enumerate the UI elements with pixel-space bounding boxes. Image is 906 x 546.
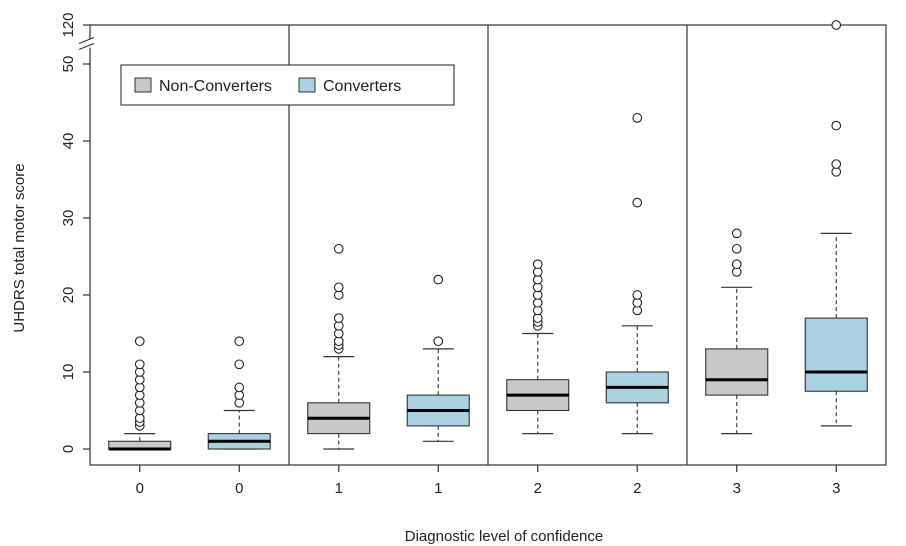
y-tick-label: 120 (60, 12, 77, 37)
x-tick-label: 1 (335, 480, 343, 497)
outlier-point (234, 336, 245, 347)
x-tick-label: 3 (832, 480, 840, 497)
x-tick-label: 2 (633, 480, 641, 497)
outlier-point (134, 359, 145, 370)
outlier-point (234, 382, 245, 393)
iqr-box (705, 348, 769, 396)
box-converters-level-0 (207, 336, 271, 450)
outlier-point (632, 197, 643, 208)
outlier-point (433, 274, 444, 285)
outlier-point (532, 259, 543, 270)
legend-swatch (134, 77, 152, 93)
outlier-point (333, 313, 344, 323)
outlier-point (234, 359, 245, 370)
outlier-point (831, 120, 842, 131)
outlier-point (731, 259, 742, 270)
box-converters-level-1 (406, 274, 470, 442)
y-tick-label: 10 (60, 364, 77, 381)
y-tick-label: 30 (60, 210, 77, 227)
x-tick-label: 3 (733, 480, 741, 497)
box-converters-level-2 (605, 113, 669, 435)
legend: Non-Converters Converters (120, 64, 455, 106)
box-non-converters-level-2 (506, 259, 570, 435)
plot-layer: 0 10 20 30 40 50 120 0 0 1 1 2 2 3 3 (60, 12, 887, 497)
outlier-point (831, 20, 842, 30)
outlier-point (333, 282, 344, 293)
outlier-point (731, 228, 742, 239)
iqr-box (804, 317, 868, 392)
outlier-point (134, 336, 145, 347)
legend-box (120, 64, 455, 106)
outlier-point (731, 243, 742, 254)
outlier-point (433, 336, 444, 347)
outlier-point (632, 113, 643, 123)
axis-break-gap (80, 39, 94, 48)
box-non-converters-level-1 (307, 243, 371, 450)
axis-break-mark (78, 36, 95, 45)
x-tick-label: 0 (235, 480, 243, 497)
outlier-point (632, 290, 643, 300)
y-tick-label: 20 (60, 287, 77, 304)
box-converters-level-3 (804, 20, 868, 427)
outlier-point (831, 159, 842, 169)
box-non-converters-level-0 (108, 336, 172, 451)
legend-swatch (298, 77, 316, 93)
y-tick-label: 50 (60, 56, 77, 73)
x-axis-label: Diagnostic level of confidence (405, 528, 603, 545)
y-tick-label: 0 (60, 445, 77, 453)
axis-break-mark (78, 42, 95, 51)
legend-label: Converters (323, 78, 401, 95)
y-axis-label: UHDRS total motor score (11, 163, 28, 332)
box-non-converters-level-3 (705, 228, 769, 435)
outlier-point (333, 243, 344, 254)
y-tick-label: 40 (60, 133, 77, 150)
legend-label: Non-Converters (159, 78, 272, 95)
x-tick-label: 1 (434, 480, 442, 497)
x-tick-label: 2 (534, 480, 542, 497)
x-tick-label: 0 (136, 480, 144, 497)
